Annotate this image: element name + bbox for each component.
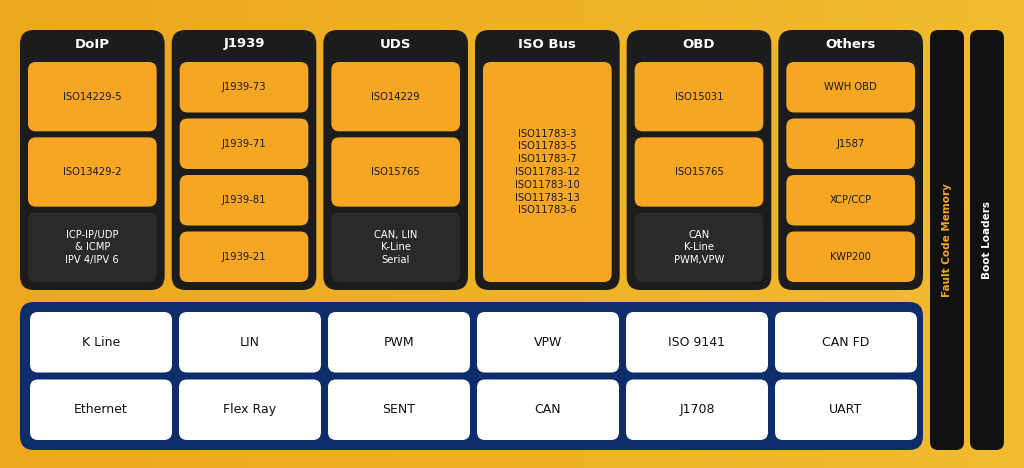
Text: ISO11783-3
ISO11783-5
ISO11783-7
ISO11783-12
ISO11783-10
ISO11783-13
ISO11783-6: ISO11783-3 ISO11783-5 ISO11783-7 ISO1178… — [515, 129, 580, 215]
FancyBboxPatch shape — [179, 232, 308, 282]
Text: Boot Loaders: Boot Loaders — [982, 201, 992, 279]
FancyBboxPatch shape — [28, 212, 157, 282]
FancyBboxPatch shape — [179, 312, 321, 373]
Text: OBD: OBD — [683, 37, 715, 51]
FancyBboxPatch shape — [332, 212, 460, 282]
Text: SENT: SENT — [383, 403, 416, 416]
Text: J1939-71: J1939-71 — [221, 139, 266, 149]
FancyBboxPatch shape — [20, 302, 923, 450]
FancyBboxPatch shape — [172, 30, 316, 290]
FancyBboxPatch shape — [328, 380, 470, 440]
Text: J1939-81: J1939-81 — [222, 195, 266, 205]
Text: LIN: LIN — [240, 336, 260, 349]
Text: ISO 9141: ISO 9141 — [669, 336, 725, 349]
FancyBboxPatch shape — [30, 312, 172, 373]
FancyBboxPatch shape — [483, 62, 611, 282]
FancyBboxPatch shape — [179, 62, 308, 112]
Text: CAN: CAN — [535, 403, 561, 416]
FancyBboxPatch shape — [775, 380, 918, 440]
FancyBboxPatch shape — [627, 30, 771, 290]
Text: ISO14229-5: ISO14229-5 — [63, 92, 122, 102]
FancyBboxPatch shape — [786, 232, 915, 282]
FancyBboxPatch shape — [179, 118, 308, 169]
FancyBboxPatch shape — [30, 380, 172, 440]
FancyBboxPatch shape — [635, 212, 763, 282]
Text: J1708: J1708 — [679, 403, 715, 416]
Text: ICP-IP/UDP
& ICMP
IPV 4/IPV 6: ICP-IP/UDP & ICMP IPV 4/IPV 6 — [66, 229, 119, 265]
FancyBboxPatch shape — [635, 137, 763, 207]
FancyBboxPatch shape — [626, 312, 768, 373]
Text: DoIP: DoIP — [75, 37, 110, 51]
Text: ISO15765: ISO15765 — [372, 167, 420, 177]
Text: XCP/CCP: XCP/CCP — [829, 195, 871, 205]
FancyBboxPatch shape — [324, 30, 468, 290]
FancyBboxPatch shape — [20, 30, 165, 290]
Text: Ethernet: Ethernet — [74, 403, 128, 416]
Text: ISO15765: ISO15765 — [675, 167, 723, 177]
FancyBboxPatch shape — [626, 380, 768, 440]
FancyBboxPatch shape — [332, 137, 460, 207]
FancyBboxPatch shape — [328, 312, 470, 373]
Text: WWH OBD: WWH OBD — [824, 82, 877, 92]
FancyBboxPatch shape — [775, 312, 918, 373]
Text: J1587: J1587 — [837, 139, 865, 149]
Text: Others: Others — [825, 37, 876, 51]
FancyBboxPatch shape — [786, 118, 915, 169]
FancyBboxPatch shape — [179, 380, 321, 440]
Text: UDS: UDS — [380, 37, 412, 51]
Text: PWM: PWM — [384, 336, 415, 349]
FancyBboxPatch shape — [778, 30, 923, 290]
Text: K Line: K Line — [82, 336, 120, 349]
Text: ISO15031: ISO15031 — [675, 92, 723, 102]
FancyBboxPatch shape — [786, 62, 915, 112]
FancyBboxPatch shape — [475, 30, 620, 290]
Text: J1939-73: J1939-73 — [222, 82, 266, 92]
Text: ISO14229: ISO14229 — [372, 92, 420, 102]
FancyBboxPatch shape — [179, 175, 308, 226]
Text: J1939-21: J1939-21 — [221, 252, 266, 262]
Text: Fault Code Memory: Fault Code Memory — [942, 183, 952, 297]
FancyBboxPatch shape — [477, 312, 618, 373]
Text: KWP200: KWP200 — [830, 252, 871, 262]
FancyBboxPatch shape — [28, 62, 157, 132]
FancyBboxPatch shape — [635, 62, 763, 132]
Text: VPW: VPW — [534, 336, 562, 349]
Text: CAN, LIN
K-Line
Serial: CAN, LIN K-Line Serial — [374, 229, 418, 265]
FancyBboxPatch shape — [786, 175, 915, 226]
Text: ISO13429-2: ISO13429-2 — [63, 167, 122, 177]
Text: UART: UART — [829, 403, 862, 416]
FancyBboxPatch shape — [332, 62, 460, 132]
FancyBboxPatch shape — [970, 30, 1004, 450]
Text: Flex Ray: Flex Ray — [223, 403, 276, 416]
Text: ISO Bus: ISO Bus — [518, 37, 577, 51]
Text: J1939: J1939 — [223, 37, 265, 51]
Text: CAN FD: CAN FD — [822, 336, 869, 349]
FancyBboxPatch shape — [28, 137, 157, 207]
Text: CAN
K-Line
PWM,VPW: CAN K-Line PWM,VPW — [674, 229, 724, 265]
FancyBboxPatch shape — [930, 30, 964, 450]
FancyBboxPatch shape — [477, 380, 618, 440]
